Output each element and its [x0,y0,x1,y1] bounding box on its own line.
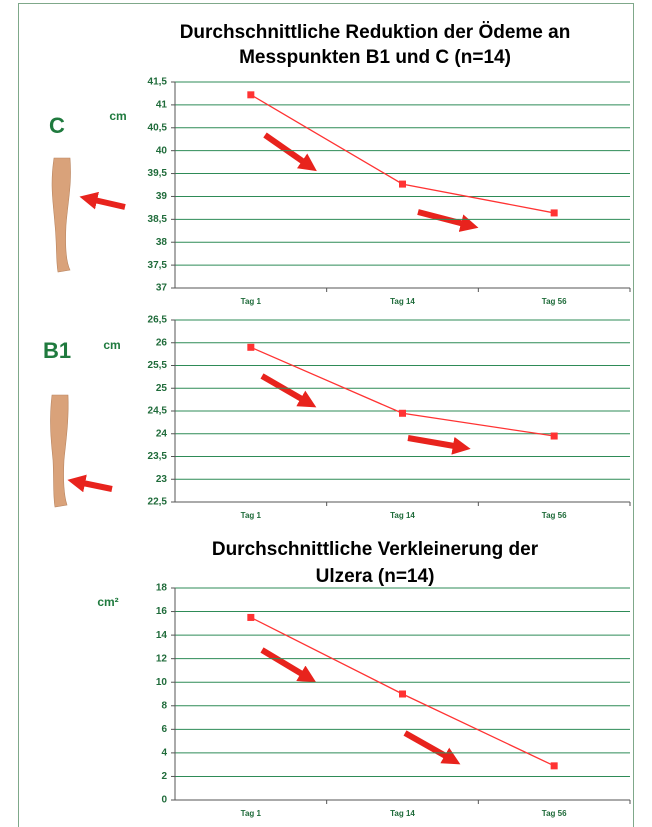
chart-title: Durchschnittliche Reduktion der Ödeme an [180,22,571,43]
y-tick-label: 26 [156,337,168,348]
arrow [262,650,307,677]
y-tick-label: 25,5 [148,360,168,371]
data-point [399,691,406,698]
y-tick-label: 37 [156,283,168,294]
y-tick-label: 8 [161,700,167,711]
y-tick-label: 23 [156,474,168,485]
y-tick-label: 6 [161,724,167,735]
data-point [247,614,254,621]
y-tick-label: 2 [161,771,167,782]
y-tick-label: 23,5 [148,451,168,462]
y-tick-label: 38,5 [148,214,168,225]
arrow [405,733,451,759]
y-tick-label: 12 [156,653,168,664]
x-tick-label: Tag 14 [390,511,415,520]
x-tick-label: Tag 56 [542,511,567,520]
x-tick-label: Tag 56 [542,297,567,306]
x-tick-label: Tag 1 [241,297,262,306]
data-point [247,91,254,98]
leg-image [52,158,71,272]
arrows [78,135,468,759]
arrow [262,376,307,402]
leg-image [50,395,68,507]
arrow [418,212,468,225]
y-tick-label: 0 [161,795,167,806]
data-point [399,181,406,188]
y-tick-label: 41,5 [148,77,168,88]
y-tick-label: 24,5 [148,406,168,417]
side-label: B1 [43,338,71,363]
y-tick-label: 25 [156,383,168,394]
y-tick-label: 4 [161,748,167,759]
page: Durchschnittliche Reduktion der Ödeme an… [0,0,652,827]
chart-title: Ulzera (n=14) [316,566,435,587]
x-tick-label: Tag 14 [390,809,415,818]
y-unit: cm² [97,595,118,609]
x-tick-label: Tag 56 [542,809,567,818]
frame [19,4,634,827]
y-tick-label: 38 [156,237,168,248]
y-tick-label: 41 [156,100,168,111]
y-tick-label: 14 [156,630,168,641]
x-tick-label: Tag 1 [241,511,262,520]
y-tick-label: 26,5 [148,315,168,326]
data-point [551,209,558,216]
y-tick-label: 39,5 [148,168,168,179]
y-tick-label: 22,5 [148,497,168,508]
y-tick-label: 40 [156,145,168,156]
data-line [251,347,554,436]
data-point [551,762,558,769]
data-point [247,344,254,351]
x-tick-label: Tag 14 [390,297,415,306]
y-tick-label: 37,5 [148,260,168,271]
x-tick-label: Tag 1 [241,809,262,818]
arrow [90,199,125,207]
y-tick-label: 16 [156,606,168,617]
y-tick-label: 10 [156,677,168,688]
side-label: C [49,113,65,138]
chart-title: Durchschnittliche Verkleinerung der [212,539,539,560]
y-unit: cm [109,109,126,123]
arrow [78,482,112,489]
data-point [551,433,558,440]
arrow [408,438,460,447]
chart-title: Messpunkten B1 und C (n=14) [239,47,511,68]
arrow [265,135,308,165]
y-tick-label: 39 [156,191,168,202]
y-tick-label: 24 [156,428,168,439]
data-point [399,410,406,417]
y-unit: cm [103,338,120,352]
y-tick-label: 40,5 [148,122,168,133]
y-tick-label: 18 [156,583,168,594]
